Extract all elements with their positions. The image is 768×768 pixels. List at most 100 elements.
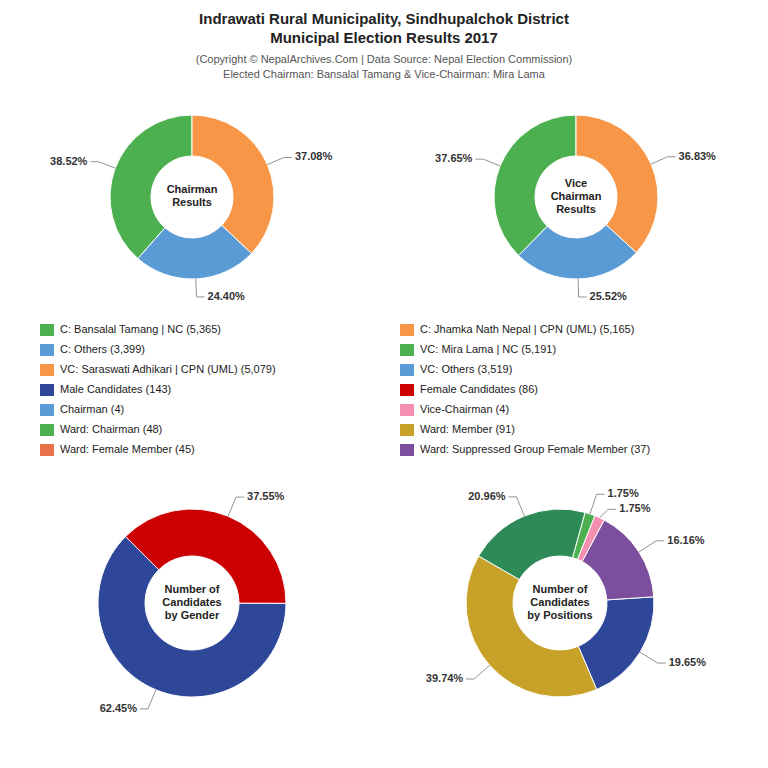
leader-line — [228, 497, 244, 516]
center-text: ChairmanResults — [167, 183, 218, 208]
legend-swatch — [400, 424, 414, 436]
leader-line — [475, 159, 500, 166]
legend-swatch — [40, 404, 54, 416]
legend-label: Ward: Suppressed Group Female Member (37… — [420, 443, 650, 455]
title: Indrawati Rural Municipality, Sindhupalc… — [199, 10, 569, 27]
data-label: 24.40% — [208, 290, 246, 302]
legend-label: Ward: Female Member (45) — [60, 443, 195, 455]
legend-label: Vice-Chairman (4) — [420, 403, 509, 415]
data-label: 37.65% — [435, 152, 473, 164]
legend-item: Vice-Chairman (4) — [400, 403, 509, 416]
slices — [110, 115, 274, 279]
legend-swatch — [400, 324, 414, 336]
legend-swatch — [400, 384, 414, 396]
legend-swatch — [40, 444, 54, 456]
legend-swatch — [400, 404, 414, 416]
legend-item: C: Bansalal Tamang | NC (5,365) — [40, 323, 221, 336]
donut-chart: Number ofCandidatesby Positions39.74%19.… — [426, 487, 706, 697]
center-text-line: by Gender — [165, 609, 220, 621]
legend-item: C: Others (3,399) — [40, 343, 145, 356]
title: Municipal Election Results 2017 — [270, 29, 498, 46]
center-text-line: Candidates — [530, 596, 589, 608]
data-label: 19.65% — [669, 656, 707, 668]
slice — [576, 115, 658, 252]
leader-line — [640, 652, 666, 663]
legend-item: Ward: Member (91) — [400, 423, 515, 436]
slices — [98, 509, 286, 697]
legend-label: Ward: Chairman (48) — [60, 423, 162, 435]
data-labels: 38.52% 24.40% 37.08% — [50, 150, 332, 301]
leader-line — [590, 494, 605, 514]
legend-item: Chairman (4) — [40, 403, 124, 416]
leader-line — [651, 157, 676, 164]
legend: C: Bansalal Tamang | NC (5,365) C: Others… — [40, 323, 650, 456]
leader-line — [267, 158, 292, 165]
data-label: 1.75% — [608, 487, 639, 499]
center-text-line: Number of — [533, 583, 588, 595]
legend-label: C: Others (3,399) — [60, 343, 145, 355]
data-labels: 39.74%19.65%16.16%1.75%1.75%20.96% — [426, 487, 706, 684]
donut-chart: ChairmanResults 38.52% 24.40% 37.08% — [50, 115, 332, 302]
legend-label: Chairman (4) — [60, 403, 124, 415]
legend-label: VC: Mira Lama | NC (5,191) — [420, 343, 556, 355]
subtitle: (Copyright © NepalArchives.Com | Data So… — [196, 53, 573, 65]
data-labels: 37.65%25.52%36.83% — [435, 150, 716, 302]
titles: Indrawati Rural Municipality, Sindhupalc… — [196, 10, 573, 80]
legend-swatch — [400, 444, 414, 456]
leader-line — [196, 279, 205, 297]
legend-swatch — [400, 344, 414, 356]
slice — [466, 556, 597, 697]
legend-label: VC: Others (3,519) — [420, 363, 512, 375]
center-text: Number ofCandidatesby Positions — [527, 583, 592, 621]
slice — [126, 509, 286, 603]
center-text-line: Number of — [165, 583, 220, 595]
data-label: 37.55% — [247, 490, 285, 502]
center-text-line: Candidates — [162, 596, 221, 608]
slices — [494, 115, 658, 279]
center-text-line: by Positions — [527, 609, 592, 621]
legend-label: Male Candidates (143) — [60, 383, 171, 395]
data-label: 36.83% — [679, 150, 717, 162]
data-label: 37.08% — [295, 150, 333, 162]
legend-label: Female Candidates (86) — [420, 383, 538, 395]
legend-item: VC: Mira Lama | NC (5,191) — [400, 343, 556, 356]
center-text: Number ofCandidatesby Gender — [162, 583, 221, 621]
legend-item: C: Jhamka Nath Nepal | CPN (UML) (5,165) — [400, 323, 634, 336]
slice — [494, 115, 576, 256]
slice — [479, 509, 585, 580]
center-text-line: Chairman — [167, 183, 218, 195]
legend-swatch — [400, 364, 414, 376]
center-text-line: Vice — [565, 177, 587, 189]
legend-label: Ward: Member (91) — [420, 423, 515, 435]
leader-line — [600, 509, 617, 517]
data-label: 1.75% — [619, 502, 650, 514]
legend-label: C: Jhamka Nath Nepal | CPN (UML) (5,165) — [420, 323, 634, 335]
center-text-line: Chairman — [551, 190, 602, 202]
slices — [466, 509, 654, 697]
data-label: 62.45% — [100, 702, 138, 714]
leader-line — [578, 279, 586, 297]
chart-root: Indrawati Rural Municipality, Sindhupalc… — [0, 0, 768, 768]
legend-swatch — [40, 384, 54, 396]
leader-line — [509, 497, 525, 516]
data-label: 16.16% — [667, 534, 705, 546]
donut-chart: Number ofCandidatesby Gender 62.45% 37.55% — [98, 490, 286, 714]
leader-line — [90, 162, 115, 168]
data-label: 38.52% — [50, 155, 88, 167]
legend-item: Ward: Chairman (48) — [40, 423, 162, 436]
legend-swatch — [40, 344, 54, 356]
center-text: ViceChairmanResults — [551, 177, 602, 215]
legend-swatch — [40, 424, 54, 436]
legend-item: Female Candidates (86) — [400, 383, 538, 396]
legend-swatch — [40, 364, 54, 376]
legend-item: VC: Saraswati Adhikari | CPN (UML) (5,07… — [40, 363, 276, 376]
center-text-line: Results — [556, 203, 596, 215]
legend-item: VC: Others (3,519) — [400, 363, 512, 376]
center-text-line: Results — [172, 196, 212, 208]
leader-line — [140, 690, 156, 709]
leader-line — [639, 541, 664, 552]
data-label: 20.96% — [468, 490, 506, 502]
legend-item: Ward: Suppressed Group Female Member (37… — [400, 443, 650, 456]
legend-swatch — [40, 324, 54, 336]
legend-item: Male Candidates (143) — [40, 383, 171, 396]
